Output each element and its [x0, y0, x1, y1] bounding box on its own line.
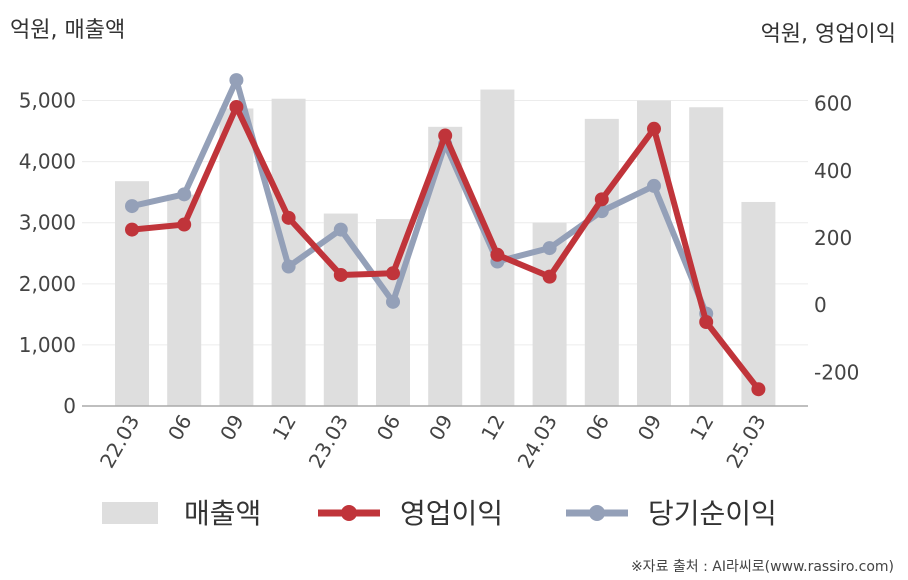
legend-label: 영업이익 — [400, 497, 503, 530]
bar-10 — [637, 100, 671, 406]
bar-0 — [115, 181, 149, 406]
right-tick-label: 400 — [814, 159, 852, 183]
left-tick-label: 0 — [63, 394, 76, 418]
point-0-5 — [386, 294, 400, 309]
point-1-8 — [542, 269, 557, 284]
bar-3 — [271, 98, 306, 406]
right-axis-unit-label: 억원, 영업이익 — [760, 22, 896, 47]
point-0-1 — [177, 187, 192, 202]
x-tick-label: 06 — [372, 411, 406, 445]
right-tick-label: 600 — [814, 92, 852, 116]
bar-9 — [584, 118, 619, 406]
line-0 — [129, 77, 710, 317]
point-1-11 — [699, 315, 714, 329]
x-tick-label: 09 — [215, 411, 249, 445]
point-1-7 — [490, 247, 505, 262]
point-1-2 — [229, 99, 244, 114]
legend: 매출액 영업이익 당기순이익 — [102, 497, 777, 530]
legend-swatch-dot — [589, 505, 605, 521]
point-0-3 — [281, 259, 296, 274]
x-tick-label: 25.03 — [721, 411, 770, 473]
x-tick-label: 09 — [633, 411, 667, 445]
legend-label: 당기순이익 — [648, 497, 777, 530]
x-tick-label: 22.03 — [95, 411, 144, 473]
point-1-4 — [333, 267, 348, 282]
x-tick-label: 24.03 — [513, 411, 562, 473]
point-0-2 — [229, 73, 244, 88]
x-tick-label: 06 — [163, 411, 197, 445]
left-axis-unit-label: 억원, 매출액 — [10, 18, 126, 43]
point-1-0 — [125, 222, 139, 237]
bar-2 — [219, 108, 254, 406]
right-tick-label: 200 — [814, 226, 852, 250]
left-tick-label: 5,000 — [19, 89, 76, 113]
point-0-0 — [125, 199, 139, 214]
point-0-8 — [542, 241, 557, 256]
x-tick-label: 12 — [267, 411, 301, 445]
left-tick-label: 1,000 — [19, 333, 76, 357]
x-tick-label: 23.03 — [304, 411, 353, 473]
right-tick-label: -200 — [814, 360, 859, 384]
source-credit: ※자료 출처 : AI라씨로(www.rassiro.com) — [630, 559, 894, 575]
point-1-5 — [386, 266, 400, 281]
point-1-1 — [177, 217, 192, 232]
legend-swatch-dot — [341, 505, 357, 521]
point-1-6 — [438, 128, 453, 143]
point-1-10 — [647, 121, 661, 136]
x-tick-label: 12 — [685, 411, 719, 445]
left-tick-label: 4,000 — [19, 150, 76, 174]
left-tick-label: 3,000 — [19, 211, 76, 235]
point-1-12 — [751, 382, 766, 397]
bar-series-revenue — [115, 89, 776, 407]
point-1-3 — [281, 210, 296, 225]
line-series — [125, 73, 766, 397]
bar-11 — [689, 107, 724, 407]
left-tick-label: 2,000 — [19, 272, 76, 296]
legend-swatch-bar — [102, 502, 158, 524]
x-tick-label: 12 — [476, 411, 510, 445]
x-tick-label: 09 — [424, 411, 458, 445]
right-tick-label: 0 — [814, 293, 827, 317]
point-0-10 — [647, 178, 661, 193]
point-0-4 — [333, 222, 348, 237]
point-1-9 — [594, 192, 609, 207]
x-tick-label: 06 — [581, 411, 615, 445]
legend-label: 매출액 — [184, 497, 261, 530]
